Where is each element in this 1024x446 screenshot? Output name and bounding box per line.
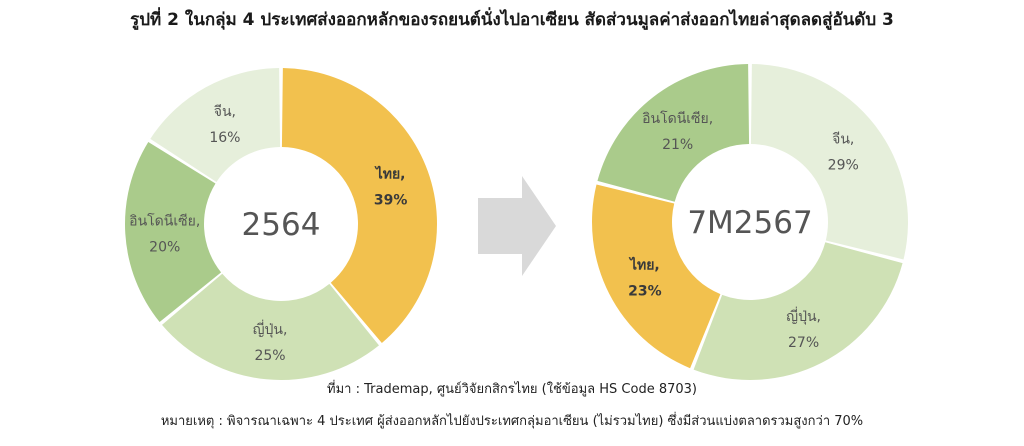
- slice-indonesia: [125, 141, 222, 322]
- slice-thailand: [281, 68, 437, 343]
- slice-thailand: [591, 184, 721, 369]
- right-arrow-icon: [478, 176, 556, 276]
- slice-value-label: 16%: [209, 130, 240, 146]
- slice-china: [750, 64, 908, 260]
- slice-value-label: 21%: [662, 137, 693, 153]
- slice-name-label: ญี่ปุ่น,: [786, 307, 821, 325]
- slice-indonesia: [597, 64, 750, 202]
- center-year-label: 2564: [242, 207, 321, 243]
- slice-value-label: 23%: [628, 284, 662, 300]
- slice-japan: [162, 273, 379, 380]
- slice-name-label: อินโดนีเซีย,: [129, 212, 200, 229]
- slice-value-label: 39%: [374, 193, 408, 209]
- slice-name-label: ไทย,: [374, 165, 406, 183]
- slice-value-label: 25%: [254, 348, 285, 364]
- slice-name-label: จีน,: [832, 132, 854, 148]
- slice-japan: [693, 242, 903, 380]
- slice-name-label: อินโดนีเซีย,: [642, 110, 713, 127]
- center-year-label: 7M2567: [687, 205, 812, 241]
- slice-value-label: 20%: [149, 239, 180, 255]
- chart-title: รูปที่ 2 ในกลุ่ม 4 ประเทศส่งออกหลักของรถ…: [130, 10, 894, 30]
- slice-value-label: 27%: [788, 335, 819, 351]
- slice-name-label: ญี่ปุ่น,: [253, 320, 288, 338]
- slice-value-label: 29%: [828, 158, 859, 174]
- slice-name-label: จีน,: [214, 104, 236, 120]
- remark-note: หมายเหตุ : พิจารณาเฉพาะ 4 ประเทศ ผู้ส่งอ…: [160, 414, 864, 429]
- slice-china: [150, 68, 281, 182]
- slice-name-label: ไทย,: [628, 256, 660, 274]
- source-note: ที่มา : Trademap, ศูนย์วิจัยกสิกรไทย (ใช…: [327, 382, 697, 397]
